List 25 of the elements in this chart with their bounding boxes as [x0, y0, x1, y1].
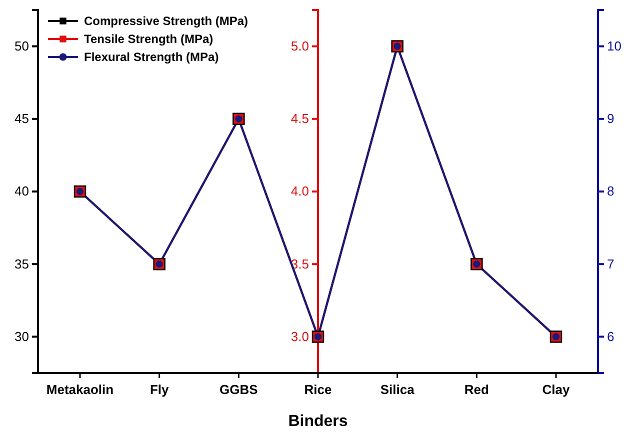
legend-label: Compressive Strength (MPa) [84, 14, 248, 28]
x-axis-title: Binders [288, 413, 348, 430]
y3-tick-label: 7 [607, 256, 614, 272]
y3-tick-label: 8 [607, 184, 614, 199]
x-tick-label: Red [464, 382, 490, 397]
x-tick-label: Rice [304, 382, 332, 397]
y3-tick-label: 9 [607, 111, 614, 126]
x-tick-label: Clay [542, 382, 570, 397]
y3-tick-label: 10 [607, 38, 622, 54]
legend-label: Tensile Strength (MPa) [84, 32, 214, 46]
y-tick-label: 45 [14, 111, 29, 126]
x-tick-label: Silica [380, 382, 416, 397]
y2-tick-label: 3.0 [290, 328, 309, 344]
y-tick-label: 40 [14, 184, 29, 199]
y3-tick-label: 6 [607, 328, 614, 344]
y-tick-label: 30 [14, 328, 29, 344]
y2-tick-label: 4.0 [290, 184, 309, 199]
y-tick-label: 35 [14, 256, 29, 272]
y2-tick-label: 5.0 [290, 38, 309, 54]
legend-label: Flexural Strength (MPa) [84, 50, 219, 64]
y-tick-label: 50 [14, 38, 29, 54]
x-tick-label: GGBS [220, 382, 258, 397]
x-tick-label: Metakaolin [46, 382, 114, 397]
y2-tick-label: 4.5 [290, 111, 309, 126]
x-tick-label: Fly [150, 382, 170, 397]
